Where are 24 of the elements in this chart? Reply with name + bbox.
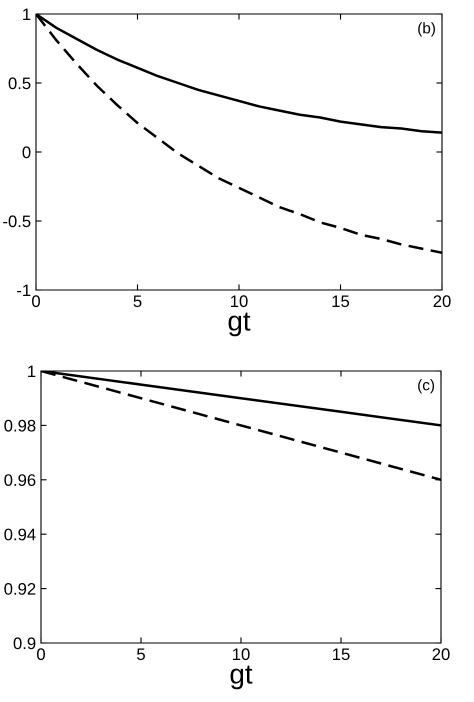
y-tick-label: 0.9: [14, 637, 36, 650]
x-tick-label: 15: [333, 648, 350, 660]
x-tick-label: 10: [231, 295, 248, 308]
x-tick-label: 5: [134, 295, 142, 308]
y-tick-label: -1: [17, 284, 30, 296]
annotation: (c): [418, 379, 434, 394]
x-tick-label: 20: [432, 648, 450, 660]
x-tick-label: 10: [233, 648, 250, 660]
y-tick-label: -0.5: [3, 215, 30, 228]
x-axis-title: gt: [228, 312, 250, 336]
y-tick-label: 0.92: [4, 583, 36, 595]
x-tick-label: 15: [332, 295, 350, 308]
x-tick-label: 0: [37, 648, 45, 660]
x-tick-label: 5: [137, 648, 145, 660]
y-tick-label: 0: [22, 146, 30, 158]
annotation: (b): [418, 22, 435, 37]
y-tick-label: 0.5: [8, 77, 30, 90]
y-tick-label: 1: [23, 8, 30, 20]
x-axis-title: gt: [230, 666, 252, 690]
x-tick-label: 20: [434, 295, 451, 308]
y-tick-label: 1: [28, 366, 36, 378]
y-tick-label: 0.98: [4, 420, 36, 432]
y-tick-label: 0.96: [4, 474, 36, 486]
y-tick-label: 0.94: [4, 528, 36, 540]
